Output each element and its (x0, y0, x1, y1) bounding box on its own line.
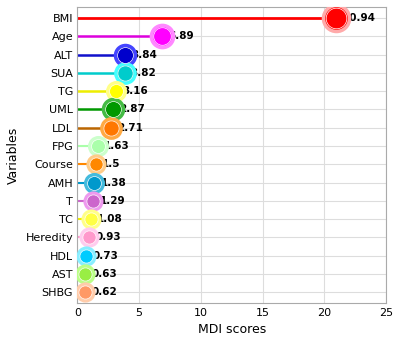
Text: 1.08: 1.08 (97, 214, 123, 224)
Text: 1.29: 1.29 (100, 196, 125, 206)
Text: 1.63: 1.63 (104, 141, 130, 151)
Text: 0.62: 0.62 (91, 287, 117, 297)
Point (159, 34, 166, 39)
Point (113, 88, 120, 94)
Text: 2.71: 2.71 (117, 123, 143, 133)
Point (90, 198, 96, 204)
Point (122, 52, 128, 57)
Point (88, 216, 94, 222)
Point (88, 216, 94, 222)
Point (86, 235, 92, 240)
Text: 20.94: 20.94 (342, 13, 375, 23)
Point (113, 88, 120, 94)
Point (110, 107, 116, 112)
Text: 3.84: 3.84 (131, 49, 157, 60)
Point (82, 289, 88, 295)
Point (91, 180, 98, 185)
Point (333, 15, 339, 21)
Text: 0.93: 0.93 (95, 233, 121, 243)
Text: 3.16: 3.16 (122, 86, 148, 96)
Point (82, 271, 88, 277)
Point (83, 253, 90, 259)
Point (122, 52, 128, 57)
Y-axis label: Variables: Variables (7, 127, 20, 184)
Point (108, 125, 114, 130)
Point (82, 271, 88, 277)
Point (108, 125, 114, 130)
Point (110, 107, 116, 112)
Point (82, 289, 88, 295)
Point (93, 162, 99, 167)
Point (94, 143, 101, 149)
X-axis label: MDI scores: MDI scores (198, 323, 266, 336)
Point (83, 253, 90, 259)
Point (94, 143, 101, 149)
Point (90, 198, 96, 204)
Point (93, 162, 99, 167)
Point (86, 235, 92, 240)
Text: 1.5: 1.5 (102, 159, 121, 169)
Text: 0.73: 0.73 (92, 251, 118, 261)
Point (91, 180, 98, 185)
Text: 2.87: 2.87 (119, 104, 145, 115)
Text: 0.63: 0.63 (91, 269, 117, 279)
Text: 6.89: 6.89 (169, 31, 194, 41)
Point (121, 70, 128, 75)
Text: 1.38: 1.38 (101, 178, 126, 188)
Text: 3.82: 3.82 (131, 68, 156, 78)
Point (333, 15, 339, 21)
Point (159, 34, 166, 39)
Point (121, 70, 128, 75)
